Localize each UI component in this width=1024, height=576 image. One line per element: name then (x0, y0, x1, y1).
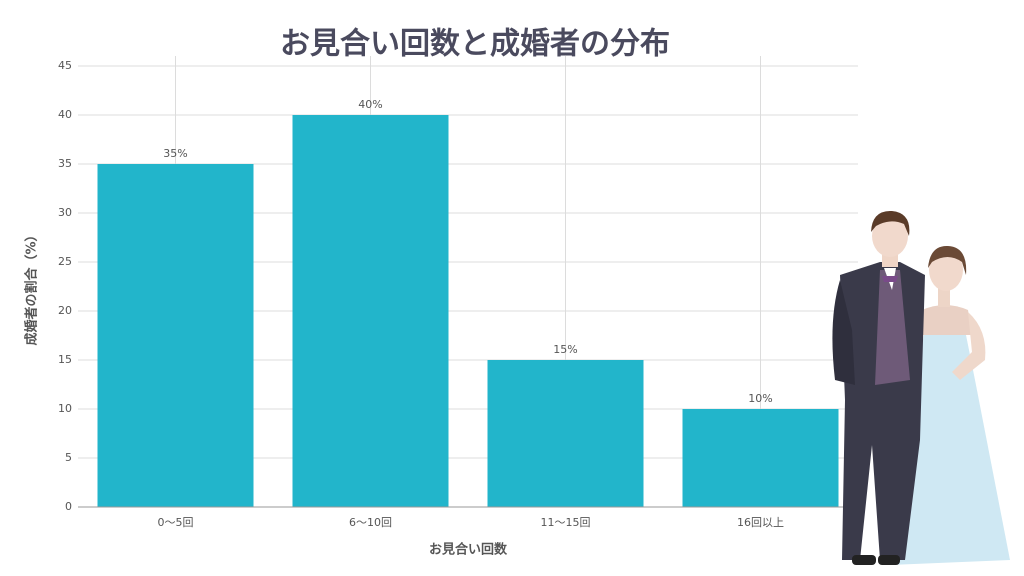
x-tick-label: 11〜15回 (541, 516, 591, 529)
x-tick-label: 6〜10回 (349, 516, 392, 529)
value-label: 35% (163, 147, 187, 160)
y-tick-label: 25 (58, 255, 72, 268)
couple-illustration (832, 210, 1010, 565)
bar (97, 164, 254, 507)
value-label: 15% (553, 343, 577, 356)
y-tick-label: 45 (58, 59, 72, 72)
y-tick-label: 5 (65, 451, 72, 464)
bar (682, 409, 839, 507)
y-tick-label: 35 (58, 157, 72, 170)
bar (292, 115, 449, 507)
x-tick-label: 16回以上 (737, 516, 784, 529)
y-axis-title: 成婚者の割合（%） (24, 228, 40, 345)
bar (487, 360, 644, 507)
chart-title: お見合い回数と成婚者の分布 (280, 27, 670, 62)
y-tick-label: 15 (58, 353, 72, 366)
y-tick-label: 10 (58, 402, 72, 415)
y-tick-label: 20 (58, 304, 72, 317)
x-axis-title: お見合い回数 (429, 542, 508, 558)
y-tick-label: 30 (58, 206, 72, 219)
value-label: 40% (358, 98, 382, 111)
y-tick-label: 0 (65, 500, 72, 513)
y-tick-label: 40 (58, 108, 72, 121)
value-label: 10% (748, 392, 772, 405)
x-tick-label: 0〜5回 (158, 516, 194, 529)
